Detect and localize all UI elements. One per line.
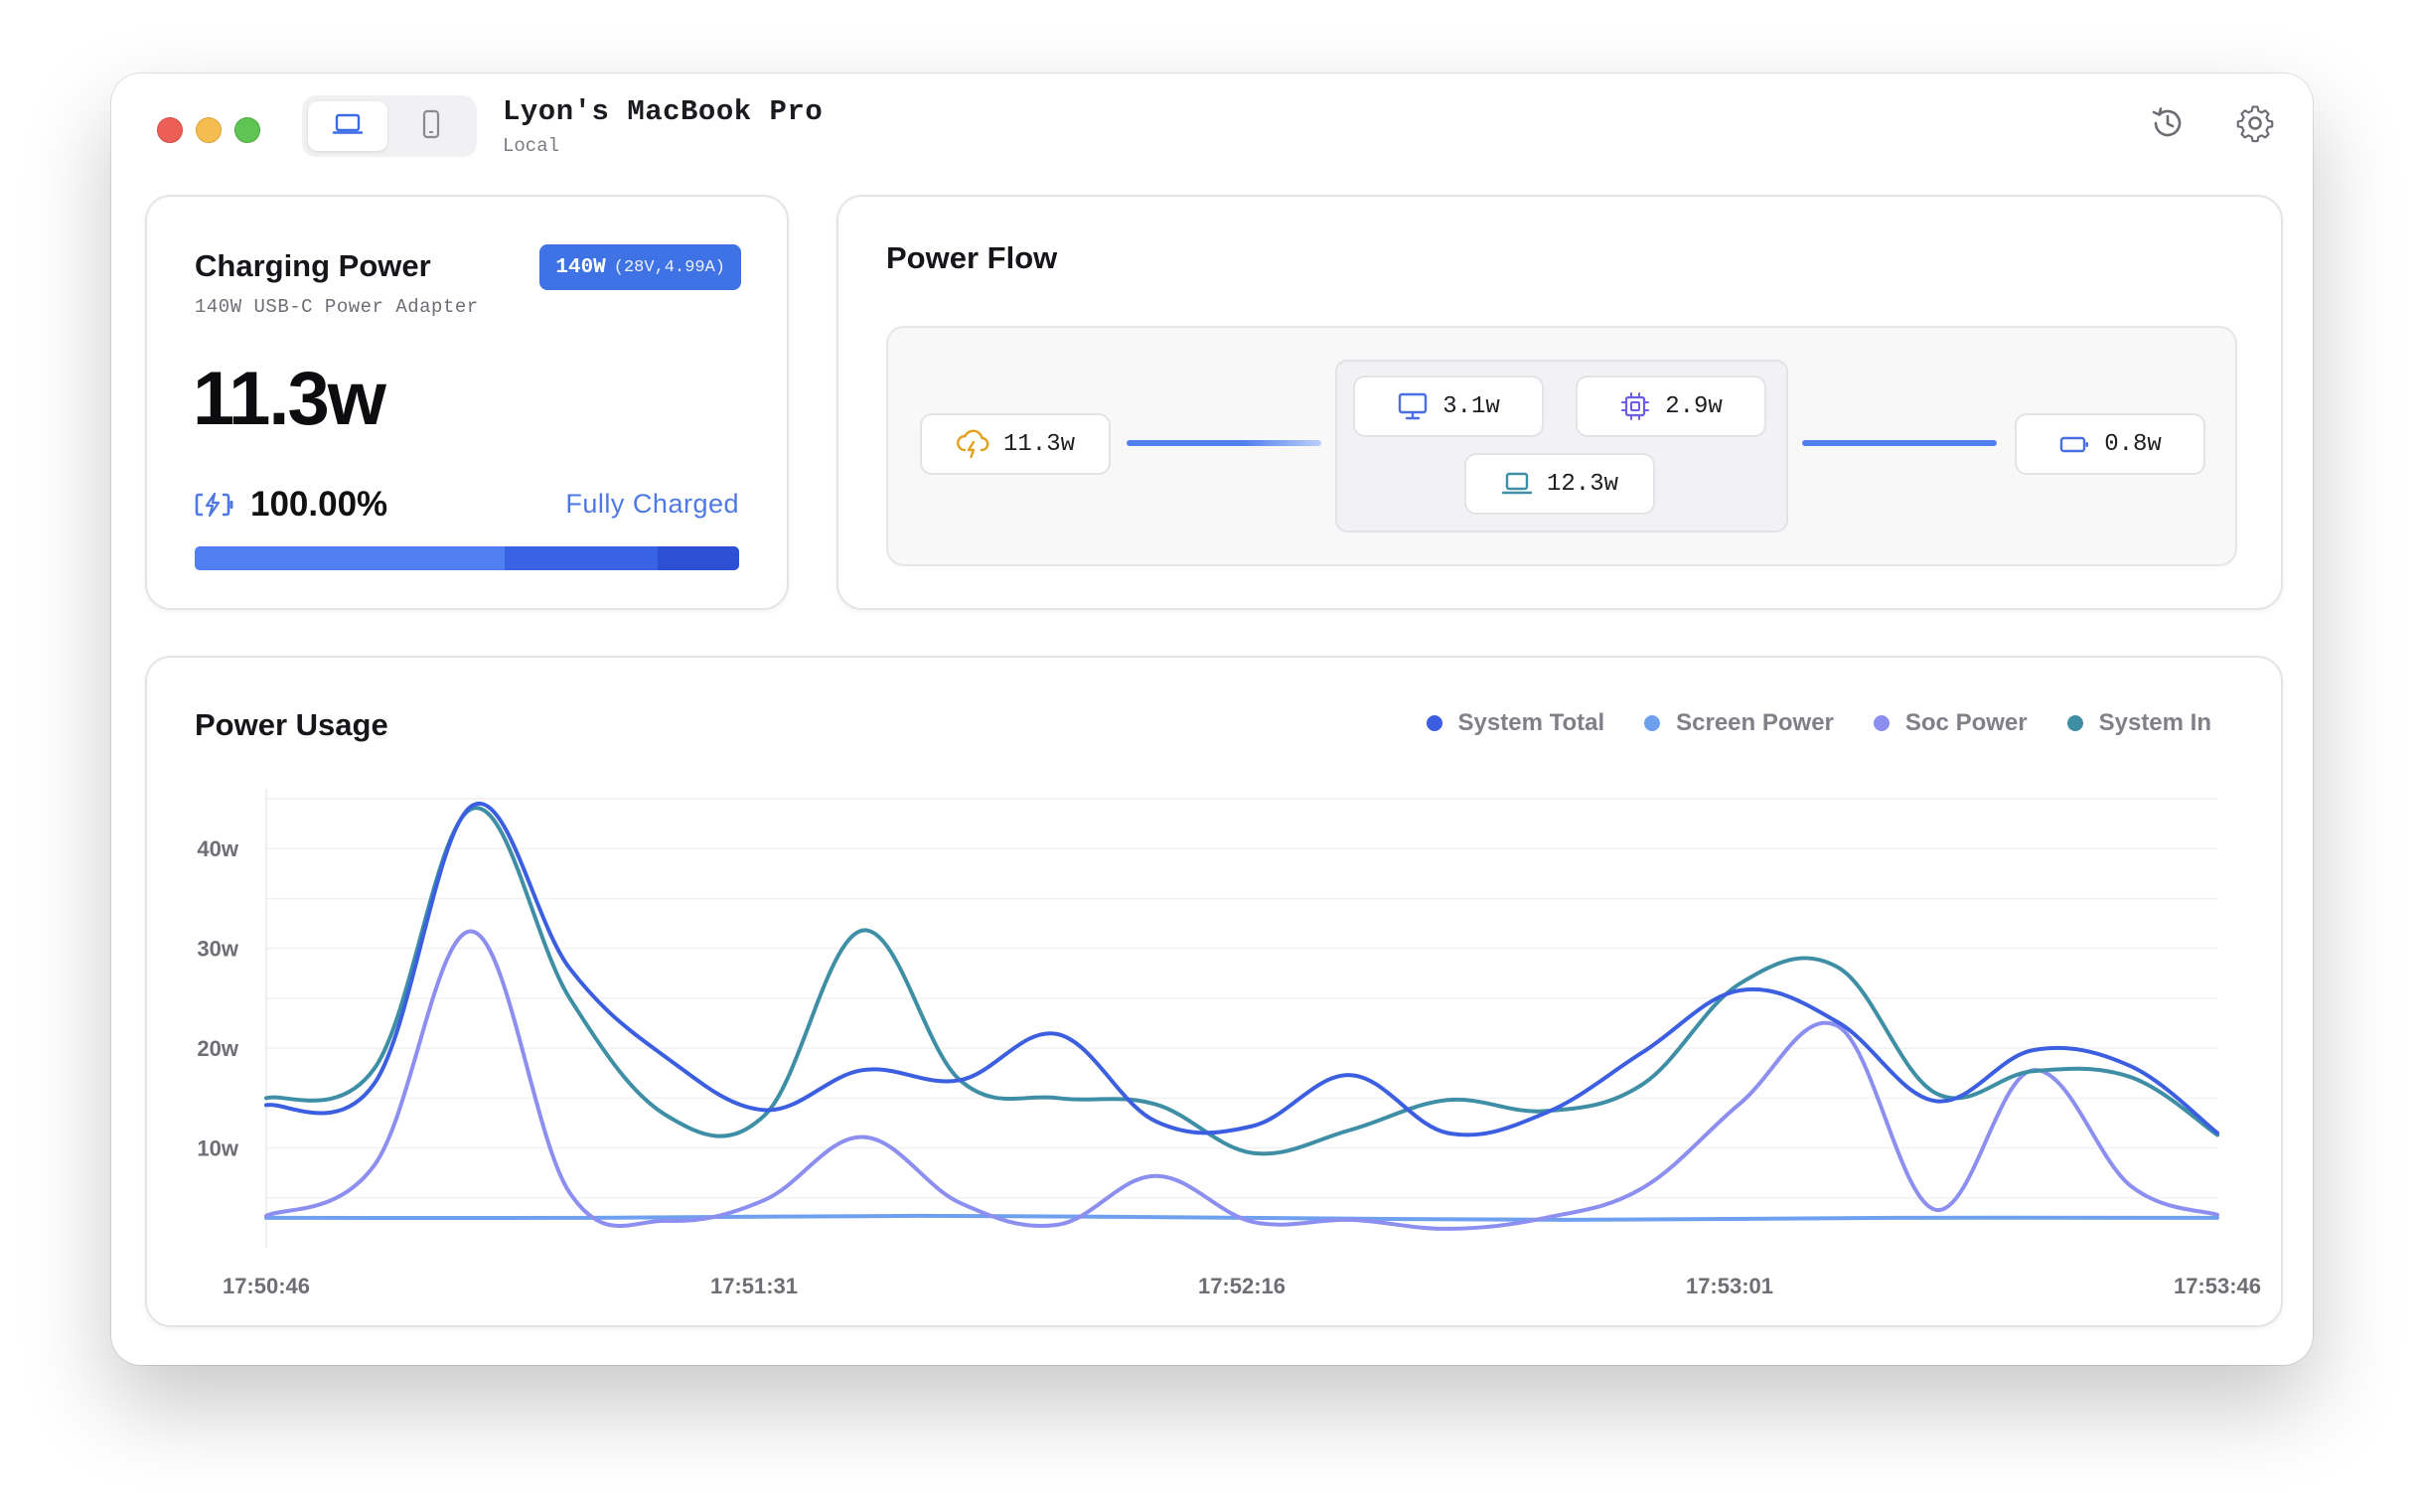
device-switcher [302,95,477,157]
adapter-rating: 140W [555,255,606,279]
screen-power-node: 3.1w [1353,376,1544,437]
power-flow-title: Power Flow [886,240,1058,275]
legend-dot [2066,715,2083,731]
phone-icon [420,109,442,144]
charging-status: Fully Charged [565,489,739,519]
legend-label: System In [2098,709,2211,736]
charging-power-value: 11.3w [193,357,386,441]
battery-level-bar [195,546,739,570]
series-line-system-total [264,801,2219,1137]
x-tick-label: 17:51:31 [710,1274,798,1298]
minimize-window-button[interactable] [196,117,222,143]
legend-label: Soc Power [1904,709,2028,736]
legend-label: Screen Power [1676,709,1834,736]
laptop-icon [332,112,364,141]
y-tick-label: 20w [197,1036,238,1061]
settings-button[interactable] [2231,101,2279,149]
monitor-icon [1397,391,1429,421]
charging-title: Charging Power [195,248,431,283]
y-tick-label: 40w [197,836,238,861]
adapter-badge: 140W (28V,4.99A) [539,244,741,290]
legend-system-total[interactable]: System Total [1426,709,1605,737]
system-power-value: 12.3w [1546,470,1618,498]
legend-dot [1426,715,1442,731]
battery-percentage: 100.00% [250,485,388,524]
x-tick-label: 17:50:46 [223,1274,310,1298]
history-button[interactable] [2144,101,2192,149]
soc-power-node: 2.9w [1576,376,1766,437]
screen-power-value: 3.1w [1442,392,1500,420]
series-line-system-in [264,806,2219,1156]
power-flow-card: Power Flow 11.3w 3.1w [836,195,2283,610]
power-input-node: 11.3w [920,413,1111,475]
legend-screen-power[interactable]: Screen Power [1644,709,1834,737]
zoom-window-button[interactable] [234,117,260,143]
laptop-icon [1501,470,1533,498]
history-icon [2148,103,2188,148]
app-window: Lyon's MacBook Pro Local Charging Power … [111,74,2313,1365]
x-tick-label: 17:53:01 [1686,1274,1773,1298]
device-location: Local [503,135,560,157]
battery-bar-segment-1 [505,546,658,570]
legend-soc-power[interactable]: Soc Power [1873,709,2028,737]
power-input-value: 11.3w [1002,430,1075,458]
battery-icon [2058,432,2090,456]
legend-system-in[interactable]: System In [2066,709,2211,737]
legend-dot [1644,715,1661,731]
chart-legend: System Total Screen Power Soc Power Syst… [1426,709,2211,737]
close-window-button[interactable] [157,117,183,143]
charging-card: Charging Power 140W (28V,4.99A) 140W USB… [145,195,789,610]
battery-bar-segment-2 [657,546,739,570]
battery-power-node: 0.8w [2015,413,2205,475]
system-power-node: 12.3w [1464,453,1655,515]
battery-charging-icon [195,491,234,524]
x-tick-label: 17:52:16 [1198,1274,1286,1298]
battery-row: 100.00% Fully Charged [195,485,739,525]
phone-tab[interactable] [391,101,471,151]
soc-power-value: 2.9w [1665,392,1723,420]
flow-line-in [1127,440,1321,446]
device-name: Lyon's MacBook Pro [503,95,824,128]
gear-icon [2235,103,2275,148]
system-consumers-group: 3.1w 2.9w 12.3w [1335,360,1788,532]
y-tick-label: 30w [197,937,238,962]
chip-icon [1619,390,1651,422]
legend-dot [1873,715,1890,731]
power-usage-chart: 10w 20w 30w 40w 17:50:46 17:51:31 17:52:16 17:5… [197,789,2261,1298]
battery-bar-segment-0 [195,546,506,570]
x-tick-label: 17:53:46 [2174,1274,2261,1298]
charging-cloud-icon [956,429,989,459]
battery-power-value: 0.8w [2104,430,2162,458]
series-line-soc-power [264,929,2219,1231]
flow-line-out [1802,440,1997,446]
legend-label: System Total [1457,709,1605,736]
y-tick-label: 10w [197,1136,238,1161]
power-usage-title: Power Usage [195,707,388,742]
adapter-name: 140W USB-C Power Adapter [195,296,479,318]
power-flow-diagram: 11.3w 3.1w 2.9w [886,326,2237,566]
laptop-tab[interactable] [308,101,387,151]
adapter-detail: (28V,4.99A) [613,257,725,277]
power-usage-card: Power Usage System Total Screen Power So… [145,656,2283,1327]
